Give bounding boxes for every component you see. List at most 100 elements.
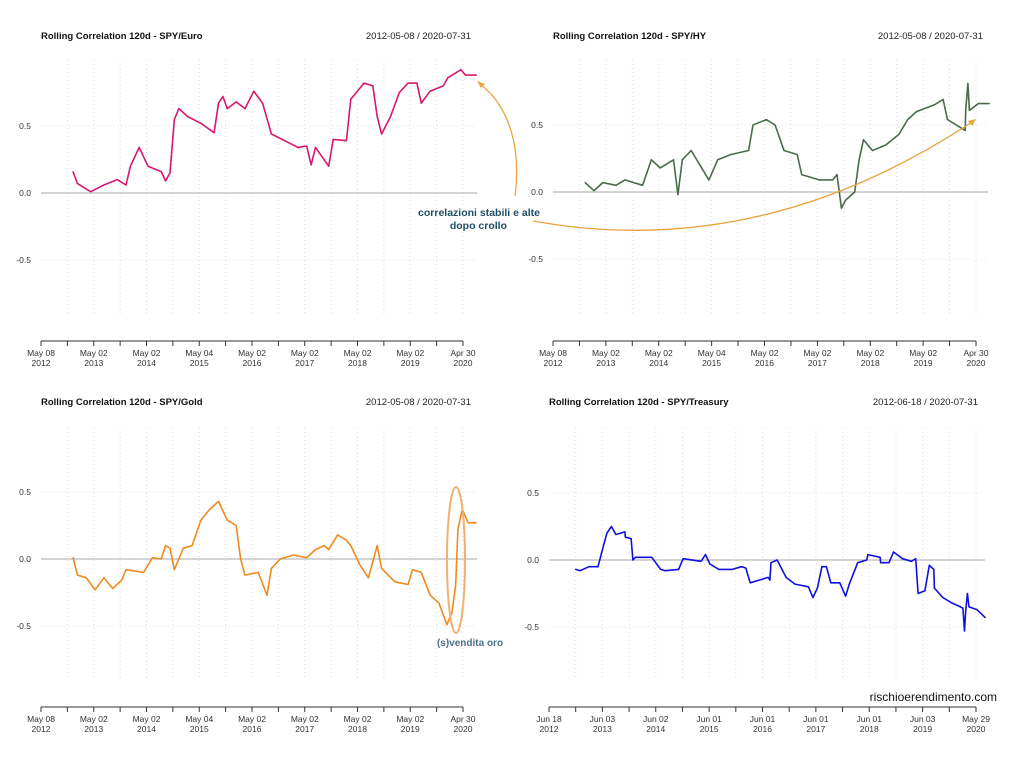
data-point (464, 74, 467, 76)
data-point (942, 596, 944, 599)
data-point (672, 159, 675, 161)
data-point (915, 111, 918, 113)
data-point (381, 133, 383, 135)
x-tick-label: May 02 (80, 714, 108, 724)
data-point (946, 119, 949, 121)
series-line (575, 525, 986, 632)
data-point (888, 562, 890, 564)
data-point (659, 167, 661, 169)
chart-panel-1: Rolling Correlation 120d - SPY/HY 2012-05… (528, 31, 991, 368)
data-point (857, 562, 859, 564)
data-point (699, 164, 701, 166)
data-point (752, 124, 754, 126)
data-point (129, 165, 131, 167)
data-point (976, 608, 978, 611)
data-point (244, 574, 246, 576)
data-point (125, 569, 127, 571)
data-point (372, 85, 374, 87)
data-point (767, 576, 769, 579)
data-point (253, 90, 255, 92)
x-tick-label: 2020 (967, 358, 986, 368)
data-point (785, 576, 787, 579)
data-point (830, 582, 832, 584)
data-point (306, 557, 308, 559)
data-point (682, 558, 684, 560)
data-point (173, 118, 176, 120)
data-point (165, 545, 167, 547)
data-point (966, 592, 969, 595)
x-tick-label: May 04 (185, 714, 213, 724)
data-point (709, 563, 711, 565)
x-tick-label: Apr 30 (450, 714, 475, 724)
data-point (677, 568, 680, 570)
y-tick-label: -0.5 (528, 254, 543, 264)
data-point (314, 549, 317, 551)
x-tick-label: May 29 (962, 714, 990, 724)
data-point (840, 207, 843, 209)
data-point (898, 133, 900, 135)
x-tick-label: Apr 30 (450, 348, 475, 358)
data-point (630, 537, 632, 540)
x-tick-label: May 02 (291, 714, 319, 724)
data-point (588, 566, 590, 568)
x-tick-label: 2014 (137, 358, 156, 368)
data-point (173, 569, 176, 571)
data-point (217, 102, 220, 104)
data-point (968, 109, 971, 111)
data-point (606, 532, 608, 534)
data-point (758, 579, 760, 581)
data-point (447, 77, 449, 79)
data-point (807, 586, 810, 588)
x-tick-label: May 04 (698, 348, 726, 358)
x-tick-label: May 02 (133, 348, 161, 358)
data-point (593, 190, 595, 192)
data-point (420, 571, 422, 574)
data-point (825, 566, 827, 568)
y-tick-label: 0.0 (531, 187, 543, 197)
data-point (901, 558, 904, 560)
y-tick-label: 0.0 (19, 554, 31, 564)
data-point (389, 116, 392, 118)
arrowhead-icon (477, 81, 485, 88)
data-point (235, 101, 237, 103)
x-tick-label: May 02 (238, 714, 266, 724)
chart-panel-0: Rolling Correlation 120d - SPY/Euro 2012-… (16, 31, 477, 368)
data-point (226, 519, 228, 521)
annotations: correlazioni stabili e alte dopo crollo … (418, 81, 997, 704)
x-tick-label: 2013 (596, 358, 615, 368)
x-tick-label: 2015 (702, 358, 721, 368)
arrowhead-icon (968, 119, 976, 126)
data-point (844, 595, 847, 597)
x-tick-label: May 02 (238, 348, 266, 358)
x-tick-label: 2019 (914, 358, 933, 368)
data-point (359, 563, 361, 565)
data-point (818, 179, 820, 181)
data-point (420, 102, 422, 104)
data-point (416, 82, 418, 84)
data-point (191, 545, 193, 547)
data-point (854, 191, 856, 193)
data-point (239, 558, 242, 560)
date-range: 2012-05-08 / 2020-07-31 (878, 31, 983, 42)
data-point (984, 617, 986, 619)
data-point (178, 107, 180, 110)
annotation-stable-line1: correlazioni stabili e alte (418, 207, 540, 219)
x-tick-label: 2015 (700, 724, 719, 734)
data-point (700, 560, 702, 562)
data-point (200, 122, 202, 124)
x-tick-label: 2018 (348, 358, 367, 368)
data-point (816, 587, 818, 589)
x-tick-label: May 02 (803, 348, 831, 358)
data-point (407, 82, 409, 84)
x-tick-label: May 04 (185, 348, 213, 358)
data-point (839, 582, 841, 584)
data-point (745, 567, 747, 569)
data-point (270, 567, 273, 569)
data-point (848, 583, 850, 585)
data-point (774, 124, 776, 126)
data-point (730, 153, 732, 156)
data-point (407, 583, 409, 586)
x-tick-label: May 02 (645, 348, 673, 358)
data-point (677, 194, 679, 196)
data-point (880, 562, 882, 564)
